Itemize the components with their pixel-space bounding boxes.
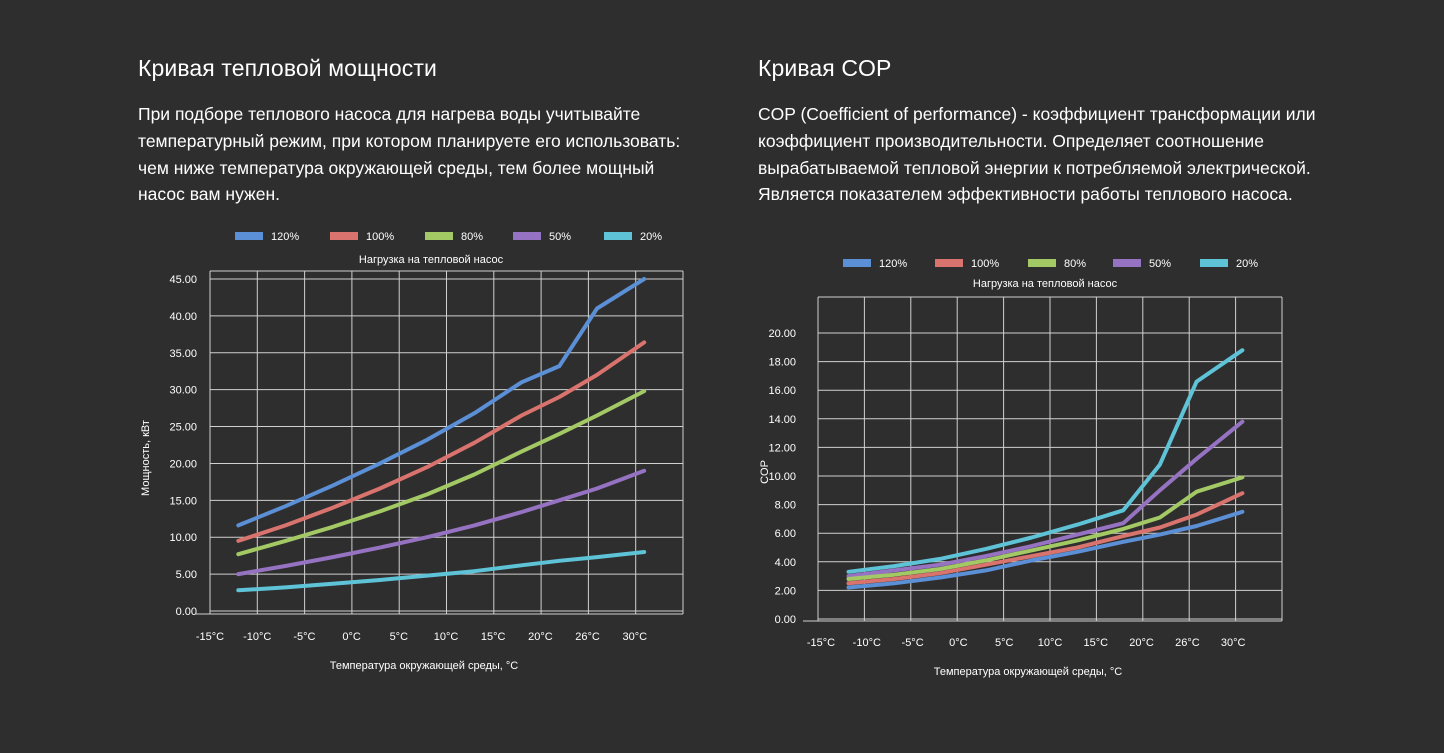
cop-y-axis-label: COP xyxy=(759,460,771,484)
power-x-tick-label: 26°С xyxy=(575,631,600,643)
cop-legend-label-50pct: 50% xyxy=(1149,258,1171,270)
cop-legend-label-80pct: 80% xyxy=(1064,258,1086,270)
cop-series-line-100pct xyxy=(846,491,1245,586)
cop-y-tick-label: 10.00 xyxy=(768,471,796,483)
cop-series-line-50pct xyxy=(846,419,1245,579)
cop-series-line-20pct xyxy=(846,348,1245,574)
cop-y-tick-label: 20.00 xyxy=(768,328,796,340)
power-legend-label-120pct: 120% xyxy=(271,231,299,243)
cop-y-tick-label: 6.00 xyxy=(775,528,796,540)
power-y-tick-label: 45.00 xyxy=(169,274,197,286)
power-y-tick-label: 20.00 xyxy=(169,458,197,470)
power-x-axis-label: Температура окружающей среды, °С xyxy=(330,660,519,672)
power-x-tick-label: 20°С xyxy=(528,631,553,643)
power-x-tick-label: 0°С xyxy=(342,631,361,643)
power-x-tick-label: -10°С xyxy=(243,631,271,643)
cop-x-tick-label: 20°С xyxy=(1129,637,1154,649)
cop-legend-swatch-80pct xyxy=(1028,259,1056,267)
cop-description: COP (Coefficient of performance) - коэфф… xyxy=(758,104,1316,205)
cop-x-tick-label: -10°С xyxy=(853,637,881,649)
power-series-line-120pct xyxy=(236,277,647,528)
power-y-tick-label: 0.00 xyxy=(176,606,197,618)
power-chart-group: 120% 100% 80% 50% 20% Нагрузка на тепловой на… xyxy=(140,231,684,672)
power-legend-swatch-50pct xyxy=(513,232,541,240)
cop-x-tick-label: 30°С xyxy=(1221,637,1246,649)
cop-x-tick-label: 5°С xyxy=(995,637,1014,649)
power-y-tick-label: 15.00 xyxy=(169,495,197,507)
power-legend-label-80pct: 80% xyxy=(461,231,483,243)
power-chart: 120% 100% 80% 50% 20% Нагрузка на тепловой на… xyxy=(140,231,684,672)
power-y-tick-label: 5.00 xyxy=(176,569,197,581)
power-x-tick-label: 30°С xyxy=(623,631,648,643)
power-legend-label-20pct: 20% xyxy=(640,231,662,243)
cop-legend-swatch-100pct xyxy=(935,259,963,267)
power-series-line-50pct xyxy=(236,468,647,577)
power-y-tick-label: 40.00 xyxy=(169,311,197,323)
power-legend-swatch-100pct xyxy=(330,232,358,240)
cop-chart-subtitle: Нагрузка на тепловой насос xyxy=(973,278,1118,290)
power-legend-swatch-80pct xyxy=(425,232,453,240)
power-legend-swatch-120pct xyxy=(235,232,263,240)
power-y-tick-label: 25.00 xyxy=(169,422,197,434)
power-y-tick-label: 35.00 xyxy=(169,348,197,360)
cop-y-tick-label: 4.00 xyxy=(775,557,796,569)
power-x-tick-label: 15°С xyxy=(481,631,506,643)
power-legend-label-100pct: 100% xyxy=(366,231,394,243)
power-x-tick-label: -15°С xyxy=(196,631,224,643)
cop-x-tick-label: -15°С xyxy=(807,637,835,649)
cop-y-tick-label: 0.00 xyxy=(775,614,796,626)
power-y-tick-label: 30.00 xyxy=(169,385,197,397)
cop-title: Кривая COP xyxy=(758,55,892,81)
power-y-axis-label: Мощность, кВт xyxy=(140,420,152,496)
cop-series-line-80pct xyxy=(846,475,1245,581)
cop-x-axis-label: Температура окружающей среды, °С xyxy=(934,666,1123,678)
cop-x-tick-label: 10°С xyxy=(1038,637,1063,649)
cop-y-tick-label: 2.00 xyxy=(775,585,796,597)
power-title: Кривая тепловой мощности xyxy=(138,55,437,81)
power-series-line-100pct xyxy=(236,340,647,543)
cop-legend-label-100pct: 100% xyxy=(971,258,999,270)
power-x-tick-label: -5°С xyxy=(293,631,315,643)
cop-chart-group: 120% 100% 80% 50% 20% Нагрузка на тепловой на… xyxy=(759,258,1283,678)
cop-x-tick-label: -5°С xyxy=(902,637,924,649)
power-x-tick-label: 5°С xyxy=(390,631,409,643)
cop-y-tick-label: 12.00 xyxy=(768,442,796,454)
cop-y-tick-label: 14.00 xyxy=(768,414,796,426)
cop-y-tick-label: 8.00 xyxy=(775,500,796,512)
power-description: При подборе теплового насоса для нагрева… xyxy=(138,104,681,205)
power-series-line-20pct xyxy=(236,550,647,593)
cop-legend-label-20pct: 20% xyxy=(1236,258,1258,270)
cop-legend-label-120pct: 120% xyxy=(879,258,907,270)
cop-chart: 120% 100% 80% 50% 20% Нагрузка на тепловой на… xyxy=(759,258,1283,678)
power-series-line-80pct xyxy=(236,389,647,557)
power-y-tick-label: 10.00 xyxy=(169,532,197,544)
cop-x-tick-label: 15°С xyxy=(1084,637,1109,649)
cop-legend-swatch-20pct xyxy=(1200,259,1228,267)
power-chart-subtitle: Нагрузка на тепловой насос xyxy=(359,254,504,266)
cop-x-tick-label: 26°С xyxy=(1175,637,1200,649)
power-legend-swatch-20pct xyxy=(604,232,632,240)
cop-legend-swatch-120pct xyxy=(843,259,871,267)
cop-x-tick-label: 0°С xyxy=(949,637,968,649)
cop-series-line-120pct xyxy=(846,509,1245,590)
cop-y-tick-label: 18.00 xyxy=(768,357,796,369)
power-legend-label-50pct: 50% xyxy=(549,231,571,243)
cop-y-tick-label: 16.00 xyxy=(768,385,796,397)
power-x-tick-label: 10°С xyxy=(434,631,459,643)
cop-legend-swatch-50pct xyxy=(1113,259,1141,267)
